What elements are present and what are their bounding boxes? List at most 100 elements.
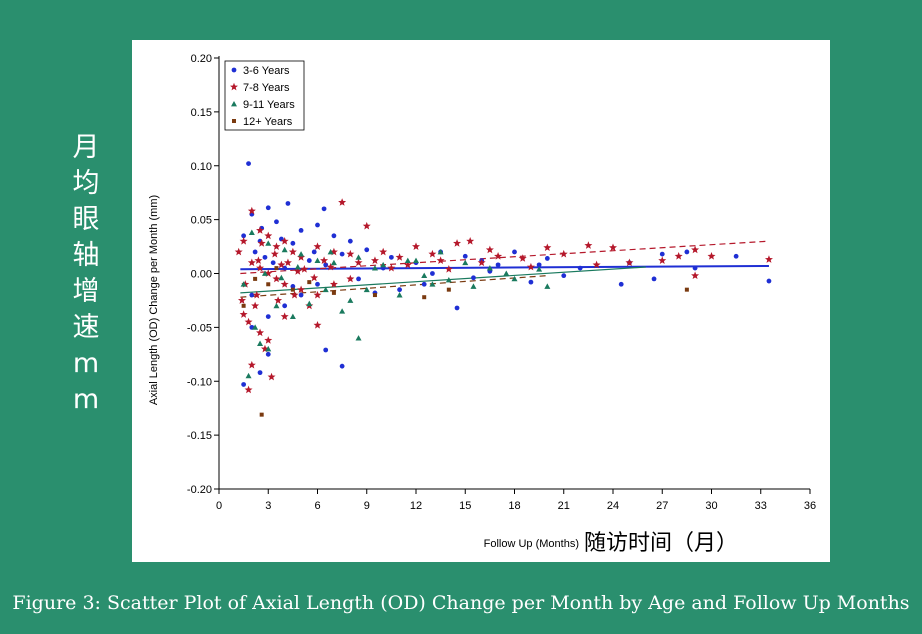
y-axis-label: Axial Length (OD) Change per Month (mm)	[148, 195, 160, 405]
data-point	[283, 258, 292, 267]
data-point	[265, 314, 271, 319]
data-point	[544, 283, 551, 289]
data-point	[561, 273, 567, 279]
legend-label: 12+ Years	[243, 116, 293, 128]
data-point	[526, 262, 535, 271]
x-tick-label: 15	[459, 500, 471, 512]
data-point	[486, 265, 493, 271]
data-point	[288, 247, 297, 256]
data-point	[280, 236, 289, 245]
x-tick-label: 33	[755, 500, 767, 512]
x-tick-label: 6	[314, 500, 320, 512]
y-tick-label: -0.15	[187, 430, 212, 442]
data-point	[444, 264, 453, 273]
data-point	[254, 256, 263, 264]
data-point	[396, 292, 403, 298]
data-point	[338, 198, 347, 206]
y-tick-label: 0.15	[191, 107, 212, 119]
data-point	[559, 249, 568, 258]
data-point	[421, 272, 428, 279]
data-point	[684, 287, 689, 292]
data-point	[313, 290, 322, 299]
legend-box	[224, 60, 305, 131]
legend: 3-6 Years 7-8 Years 9-11 Years 12+ Years	[224, 60, 305, 131]
data-point	[536, 266, 543, 272]
data-point	[270, 249, 279, 258]
data-point	[247, 206, 256, 215]
data-point	[363, 286, 370, 293]
data-point	[273, 302, 280, 309]
data-point	[234, 247, 243, 256]
data-point	[280, 312, 289, 320]
x-tick-label: 18	[508, 500, 520, 512]
data-point	[397, 287, 402, 293]
data-point	[446, 287, 451, 292]
data-point	[388, 254, 394, 260]
data-point	[764, 255, 773, 263]
data-point	[298, 228, 304, 233]
data-point	[289, 313, 296, 319]
data-point	[592, 260, 601, 269]
data-point	[315, 281, 320, 287]
y-tick-label: 0.20	[191, 53, 212, 65]
data-point	[265, 205, 271, 211]
data-point	[584, 241, 593, 249]
data-point	[272, 274, 281, 283]
x-axis-label: Follow Up (Months)	[484, 538, 579, 550]
data-point	[329, 247, 338, 256]
data-point	[252, 290, 261, 299]
data-point	[372, 293, 377, 298]
data-point	[321, 206, 327, 212]
data-point	[347, 297, 354, 303]
data-point	[371, 265, 378, 271]
data-point	[298, 292, 304, 298]
data-point	[241, 382, 247, 387]
data-point	[395, 253, 404, 261]
data-point	[544, 256, 550, 261]
data-point	[306, 300, 313, 307]
legend-label: 3-6 Years	[243, 65, 290, 77]
data-point	[282, 303, 288, 309]
data-point	[311, 249, 317, 255]
data-point	[454, 305, 460, 311]
data-point	[307, 280, 312, 285]
data-point	[294, 264, 301, 270]
data-point	[577, 265, 583, 271]
data-point	[528, 279, 534, 285]
data-point	[659, 251, 665, 257]
side-label-chinese: 月 均 眼 轴 增 速 m m	[72, 132, 100, 415]
data-point	[323, 262, 329, 268]
data-point	[259, 412, 264, 417]
x-tick-label: 12	[410, 500, 422, 512]
y-tick-label: -0.20	[187, 484, 212, 496]
data-point	[274, 219, 279, 225]
data-point	[436, 256, 445, 264]
data-point	[512, 249, 517, 255]
data-point	[264, 269, 273, 277]
data-point	[707, 252, 716, 260]
data-point	[691, 271, 700, 280]
legend-marker	[230, 82, 238, 91]
data-point	[331, 290, 336, 295]
data-point	[266, 282, 271, 287]
fit-line	[240, 266, 646, 294]
data-point	[277, 260, 286, 269]
data-point	[241, 233, 247, 239]
data-point	[244, 317, 253, 326]
data-point	[306, 258, 312, 263]
data-point	[265, 240, 272, 246]
data-point	[428, 249, 437, 258]
data-point	[244, 385, 253, 394]
data-point	[462, 259, 469, 266]
data-point	[518, 254, 527, 262]
x-tick-label: 21	[558, 500, 570, 512]
x-tick-label: 3	[265, 500, 271, 512]
x-tick-label: 24	[607, 500, 619, 512]
legend-marker	[232, 119, 236, 123]
data-point	[326, 262, 335, 271]
data-point	[264, 336, 273, 344]
data-point	[253, 276, 258, 281]
y-tick-label: -0.10	[187, 376, 212, 388]
data-point	[245, 372, 252, 379]
data-point	[285, 201, 291, 206]
